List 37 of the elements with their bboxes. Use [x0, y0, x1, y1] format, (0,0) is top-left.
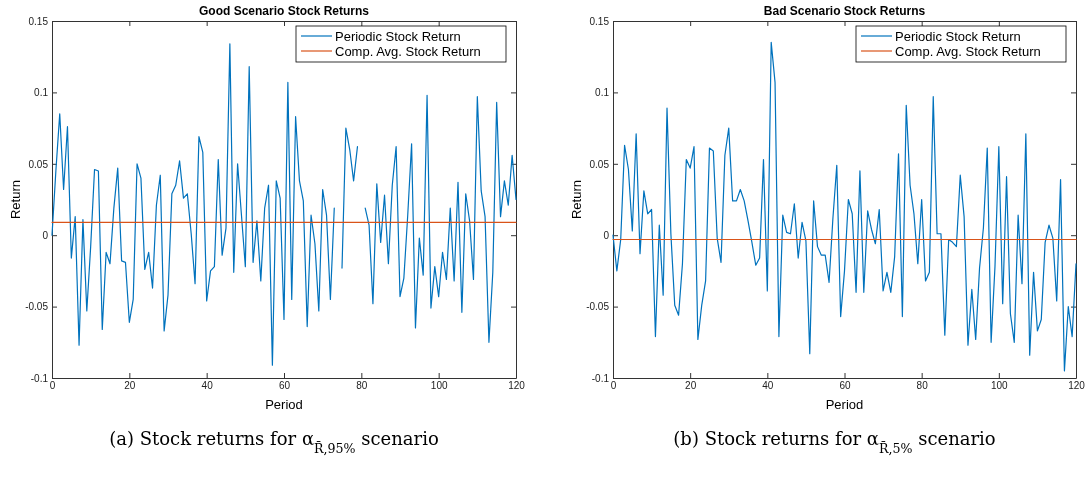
y-axis-title: Return	[569, 179, 584, 220]
x-tick-label: 120	[508, 380, 526, 392]
x-tick-label: 20	[124, 380, 136, 392]
x-tick-label: 60	[278, 380, 291, 392]
y-tick-label: 0	[603, 229, 610, 241]
x-tick-label: 80	[356, 380, 368, 392]
y-tick-label: -0.1	[591, 372, 610, 384]
x-tick-label: 40	[762, 380, 774, 392]
legend-label: Periodic Stock Return	[335, 28, 461, 44]
y-tick-label: 0	[42, 229, 49, 241]
y-tick-label: 0.15	[28, 15, 49, 27]
x-tick-label: 40	[201, 380, 214, 392]
x-tick-label: 20	[685, 380, 697, 392]
x-tick-label: 60	[839, 380, 851, 392]
y-tick-label: 0.1	[595, 87, 610, 99]
y-tick-label: -0.05	[586, 301, 610, 313]
x-tick-label: 100	[990, 380, 1009, 392]
chart-title: Bad Scenario Stock Returns	[763, 4, 926, 18]
y-tick-label: 0.05	[28, 158, 49, 170]
text: (a) Stock returns for α$_{R̄,95%}$ scenario	[109, 428, 439, 456]
x-tick-label: 100	[430, 380, 448, 392]
legend-label: Comp. Avg. Stock Return	[335, 43, 481, 59]
x-tick-label: 80	[916, 380, 929, 392]
y-tick-label: 0.05	[589, 158, 610, 170]
y-tick-label: -0.1	[30, 372, 49, 384]
chart-title: Good Scenario Stock Returns	[198, 4, 370, 18]
x-tick-label: 120	[1068, 380, 1086, 392]
x-axis-title: Period	[825, 397, 864, 412]
legend-label: Comp. Avg. Stock Return	[895, 43, 1041, 59]
y-tick-label: -0.05	[25, 301, 49, 313]
line-series	[612, 41, 1077, 372]
y-tick-label: 0.15	[589, 15, 610, 27]
y-axis-title: Return	[8, 179, 23, 220]
legend-label: Periodic Stock Return	[895, 28, 1021, 44]
y-tick-label: 0.1	[34, 87, 49, 99]
x-axis-title: Period	[265, 397, 303, 412]
text: (b) Stock returns for α$_{R̄,5%}$ scenario	[673, 428, 996, 456]
